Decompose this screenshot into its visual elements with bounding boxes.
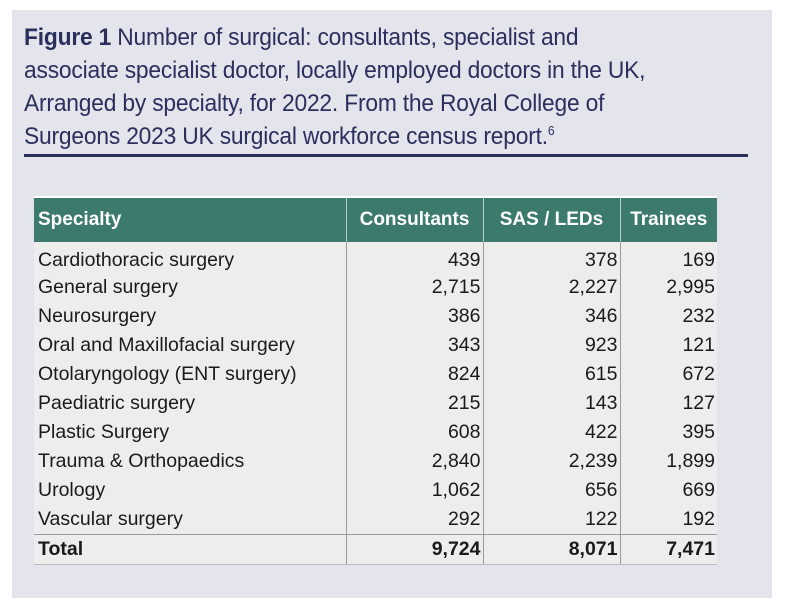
trainees-cell: 127 (619, 389, 717, 418)
consultants-cell: 824 (345, 360, 483, 389)
total-trainees: 7,471 (619, 534, 717, 565)
consultants-cell: 2,715 (345, 273, 483, 302)
header-specialty: Specialty (34, 197, 346, 242)
trainees-cell: 192 (619, 505, 717, 535)
consultants-cell: 386 (345, 302, 483, 331)
table-row: Urology 1,062 656 669 (34, 476, 717, 505)
total-sas-leds: 8,071 (482, 534, 620, 565)
table-row: Cardiothoracic surgery 439 378 169 (34, 242, 717, 273)
sas-leds-cell: 923 (482, 331, 620, 360)
sas-leds-cell: 615 (482, 360, 620, 389)
specialty-cell: General surgery (38, 276, 178, 298)
specialty-cell: Neurosurgery (38, 305, 157, 327)
caption-rule (24, 154, 748, 157)
consultants-cell: 1,062 (345, 476, 483, 505)
sas-leds-cell: 2,227 (482, 273, 620, 302)
trainees-cell: 395 (619, 418, 717, 447)
sas-leds-cell: 656 (482, 476, 620, 505)
sas-leds-cell: 378 (482, 242, 620, 273)
header-sas-leds: SAS / LEDs (482, 197, 620, 242)
trainees-cell: 169 (619, 242, 717, 273)
figure-label: Figure 1 (24, 24, 112, 51)
header-consultants: Consultants (345, 197, 483, 242)
specialty-cell: Urology (38, 479, 106, 501)
table-row: Oral and Maxillofacial surgery 343 923 1… (34, 331, 717, 360)
workforce-table: Specialty Consultants SAS / LEDs Trainee… (34, 196, 717, 565)
table-row: General surgery 2,715 2,227 2,995 (34, 273, 717, 302)
table-row: Paediatric surgery 215 143 127 (34, 389, 717, 418)
table-row: Vascular surgery 292 122 192 (34, 505, 717, 535)
footnote-marker: 6 (547, 123, 555, 138)
trainees-cell: 672 (619, 360, 717, 389)
total-consultants: 9,724 (345, 534, 483, 565)
trainees-cell: 232 (619, 302, 717, 331)
consultants-cell: 215 (345, 389, 483, 418)
total-row: Total 9,724 8,071 7,471 (34, 534, 717, 565)
specialty-cell: Otolaryngology (ENT surgery) (38, 363, 297, 385)
trainees-cell: 669 (619, 476, 717, 505)
table-row: Plastic Surgery 608 422 395 (34, 418, 717, 447)
specialty-cell: Trauma & Orthopaedics (38, 450, 245, 472)
sas-leds-cell: 2,239 (482, 447, 620, 476)
specialty-cell: Plastic Surgery (38, 421, 170, 443)
sas-leds-cell: 346 (482, 302, 620, 331)
sas-leds-cell: 143 (482, 389, 620, 418)
trainees-cell: 2,995 (619, 273, 717, 302)
consultants-cell: 2,840 (345, 447, 483, 476)
consultants-cell: 439 (345, 242, 483, 273)
table-row: Trauma & Orthopaedics 2,840 2,239 1,899 (34, 447, 717, 476)
specialty-cell: Cardiothoracic surgery (38, 248, 235, 271)
specialty-cell: Oral and Maxillofacial surgery (38, 334, 295, 356)
trainees-cell: 1,899 (619, 447, 717, 476)
table-row: Otolaryngology (ENT surgery) 824 615 672 (34, 360, 717, 389)
figure-caption: Figure 1 Number of surgical: consultants… (24, 21, 675, 153)
total-label: Total (34, 534, 346, 565)
header-trainees: Trainees (619, 197, 717, 242)
consultants-cell: 608 (345, 418, 483, 447)
sas-leds-cell: 422 (482, 418, 620, 447)
sas-leds-cell: 122 (482, 505, 620, 535)
specialty-cell: Paediatric surgery (38, 392, 196, 414)
caption-text: Number of surgical: consultants, special… (24, 24, 646, 150)
specialty-cell: Vascular surgery (38, 508, 183, 530)
consultants-cell: 292 (345, 505, 483, 535)
consultants-cell: 343 (345, 331, 483, 360)
trainees-cell: 121 (619, 331, 717, 360)
header-row: Specialty Consultants SAS / LEDs Trainee… (34, 197, 717, 242)
table-row: Neurosurgery 386 346 232 (34, 302, 717, 331)
